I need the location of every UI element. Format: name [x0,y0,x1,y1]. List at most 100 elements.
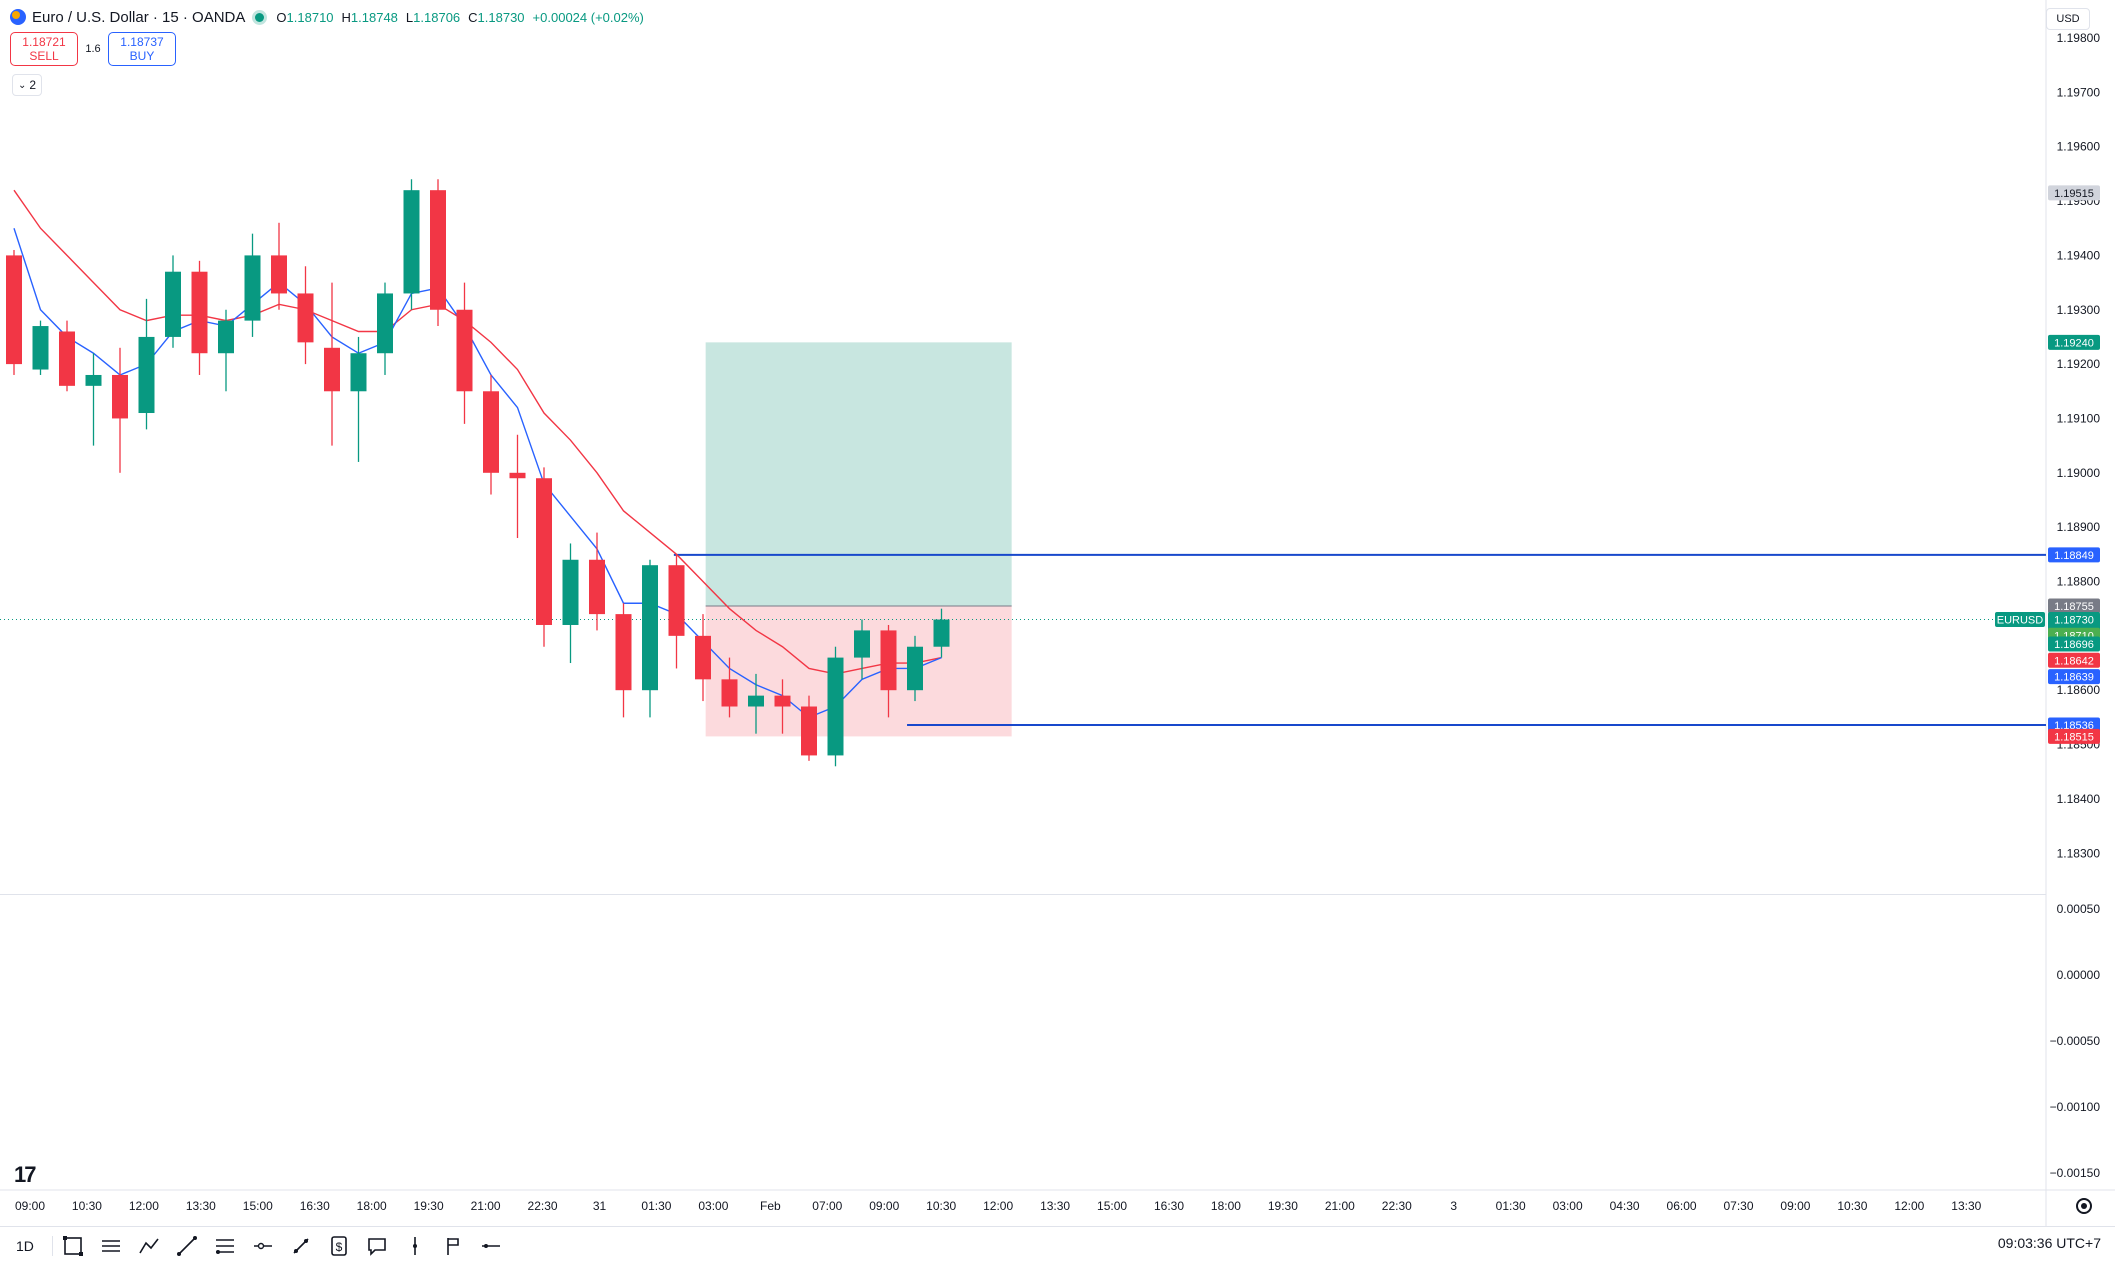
time-axis-label: 07:00 [812,1199,842,1213]
horizontal-levels[interactable] [0,553,2046,726]
price-tag-label: 1.18755 [2054,601,2094,613]
candle-body [403,190,420,294]
candle [615,603,632,718]
candle [483,374,499,495]
time-axis-label: 09:00 [869,1199,899,1213]
candle-body [562,559,579,625]
time-axis-label: 13:30 [186,1199,216,1213]
time-axis-label: 19:30 [1268,1199,1298,1213]
price-tag-box [2048,652,2100,668]
chart-canvas[interactable]: 1.198001.197001.196001.195001.194001.193… [0,0,2115,1226]
time-axis[interactable]: 09:00 10:30 12:00 13:30 15:00 16:30 18:00 19:30… [15,1199,1982,1213]
price-axis-label: 1.19000 [2057,466,2101,480]
timeframe-button[interactable]: 1D [16,1237,34,1254]
oscillator-axis[interactable]: 0.00050 0.00000 −0.00050 −0.00100 −0.00150 [2050,902,2101,1180]
time-axis-label: 16:30 [300,1199,330,1213]
currency-button[interactable]: USD [2046,8,2090,30]
oscillator-axis-label: 0.00000 [2057,968,2101,982]
horizontal-line-icon[interactable] [477,1232,505,1260]
price-axis-label: 1.19100 [2057,411,2101,425]
time-axis-label: 22:30 [1382,1199,1412,1213]
oscillator-axis-label: −0.00050 [2050,1034,2101,1048]
price-tag-box [2048,334,2100,350]
candle-body [642,565,658,691]
price-tag-box [2048,636,2100,652]
candle [59,320,75,392]
parallel-channel-icon[interactable] [97,1232,125,1260]
trend-line-icon[interactable] [173,1232,201,1260]
candle-body [297,293,314,343]
candle-body [774,695,791,707]
price-label-icon[interactable]: $ [325,1232,353,1260]
brush-icon[interactable] [287,1232,315,1260]
time-axis-label: 07:30 [1723,1199,1753,1213]
time-axis-label: 18:00 [1211,1199,1241,1213]
candle-body [536,478,552,625]
price-axis[interactable]: 1.198001.197001.196001.195001.194001.193… [2057,31,2101,860]
candle [774,679,791,734]
target-zone [705,342,1012,606]
long-position-tool[interactable] [705,342,1012,737]
gear-icon[interactable] [2076,1198,2092,1214]
candle-body [244,255,261,321]
price-tags: 1.195151.192401.188491.187551.1873011:25… [1995,185,2100,744]
candle-body [32,326,49,370]
price-axis-label: 1.18400 [2057,792,2101,806]
candle [907,635,923,702]
oscillator-axis-label: 0.00050 [2057,902,2101,916]
flag-mark-icon[interactable] [439,1232,467,1260]
time-axis-label: 21:00 [471,1199,501,1213]
ohlc-open: O1.18710 [276,9,334,25]
pane-separator[interactable] [0,894,2046,895]
comment-icon[interactable] [363,1232,391,1260]
symbol-title[interactable]: Euro / U.S. Dollar · 15 · OANDA [32,8,246,26]
time-axis-label: 16:30 [1154,1199,1184,1213]
sell-button[interactable]: 1.18721 SELL [10,32,78,66]
tradingview-logo-icon[interactable]: 17 [14,1162,37,1187]
time-axis-label: 12:00 [129,1199,159,1213]
symbol-logo-icon [10,9,26,25]
candle-body [324,347,340,392]
time-axis-label: 10:30 [72,1199,102,1213]
candle [138,298,155,430]
spread-value: 1.6 [85,43,101,55]
candle [456,282,473,424]
price-change: +0.00024 (+0.02%) [532,9,644,25]
time-axis-label: 12:00 [1894,1199,1924,1213]
candle [642,559,658,718]
candle [324,282,340,446]
price-tag: 1.19240 [2048,334,2100,350]
candle-body [85,374,102,386]
price-axis-label: 1.18800 [2057,575,2101,589]
price-axis-label: 1.18300 [2057,846,2101,860]
trade-buttons: 1.18721 SELL 1.6 1.18737 BUY [10,32,176,66]
price-axis-label: 1.19600 [2057,140,2101,154]
buy-button[interactable]: 1.18737 BUY [108,32,176,66]
candle [85,353,102,446]
time-axis-label: 06:00 [1667,1199,1697,1213]
time-axis-label: 21:00 [1325,1199,1355,1213]
price-tag: 1.19515 [2048,185,2100,201]
time-axis-label: 09:00 [1780,1199,1810,1213]
horizontal-ray-icon[interactable] [249,1232,277,1260]
oscillator-axis-label: −0.00100 [2050,1100,2101,1114]
vertical-line-icon[interactable] [401,1232,429,1260]
time-axis-label: 19:30 [414,1199,444,1213]
price-axis-label: 1.19800 [2057,31,2101,45]
indicators-collapse-button[interactable]: ⌄ 2 [12,74,42,96]
rectangle-icon[interactable] [59,1232,87,1260]
time-axis-label: 04:30 [1610,1199,1640,1213]
time-axis-label: 12:00 [983,1199,1013,1213]
indicators-count: 2 [29,78,37,92]
price-tag-box [2048,717,2100,733]
ohlc-high: H1.18748 [341,9,398,25]
price-tag: 1.18642 [2048,652,2100,668]
price-axis-label: 1.18900 [2057,520,2101,534]
fib-retracement-icon[interactable] [211,1232,239,1260]
candle-body [615,614,632,691]
candle [377,282,393,375]
clock[interactable]: 09:03:36 UTC+7 [1997,1235,2101,1251]
candle [297,266,314,365]
candle [536,467,552,647]
path-icon[interactable] [135,1232,163,1260]
